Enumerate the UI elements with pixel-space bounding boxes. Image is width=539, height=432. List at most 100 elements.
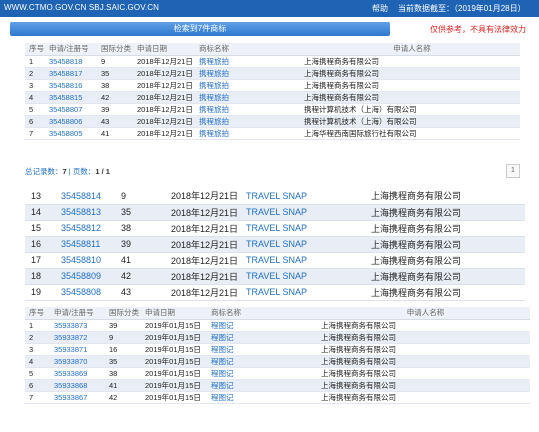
table-row[interactable]: 5 35458807 39 2018年12月21日 携程旅拍 携程计算机技术（上海）有限公…: [25, 103, 520, 116]
trademark-name[interactable]: TRAVEL SNAP: [240, 268, 365, 285]
table-row[interactable]: 14 35458813 35 2018年12月21日 TRAVEL SNAP 上海携程商务…: [25, 204, 525, 221]
table-row[interactable]: 1 35933873 39 2019年01月15日 程图记 上海携程商务有限公司: [25, 319, 530, 332]
page-button[interactable]: 1: [506, 164, 520, 178]
row-index: 4: [25, 355, 50, 368]
registration-number[interactable]: 35458812: [55, 220, 115, 237]
registration-number[interactable]: 35458818: [45, 55, 97, 68]
trademark-name[interactable]: TRAVEL SNAP: [240, 204, 365, 221]
registration-number[interactable]: 35458808: [55, 284, 115, 301]
registration-number[interactable]: 35458815: [45, 91, 97, 104]
table-row[interactable]: 15 35458812 38 2018年12月21日 TRAVEL SNAP 上海携程商务…: [25, 220, 525, 237]
table-row[interactable]: 18 35458809 42 2018年12月21日 TRAVEL SNAP 上海携程商务…: [25, 268, 525, 285]
trademark-name[interactable]: TRAVEL SNAP: [240, 220, 365, 237]
trademark-name[interactable]: 程图记: [207, 379, 317, 392]
trademark-name[interactable]: 程图记: [207, 355, 317, 368]
trademark-name[interactable]: 程图记: [207, 319, 317, 332]
registration-number[interactable]: 35933870: [50, 355, 105, 368]
registration-number[interactable]: 35458809: [55, 268, 115, 285]
table-row[interactable]: 3 35933871 16 2019年01月15日 程图记 上海携程商务有限公司: [25, 343, 530, 356]
trademark-name[interactable]: 程图记: [207, 331, 317, 344]
registration-number[interactable]: 35458817: [45, 67, 97, 80]
table-row[interactable]: 16 35458811 39 2018年12月21日 TRAVEL SNAP 上海携程商务…: [25, 236, 525, 253]
table-row[interactable]: 13 35458814 9 2018年12月21日 TRAVEL SNAP 上海携程商务有…: [25, 188, 525, 205]
applicant-name: 上海华程西南国际旅行社有限公司: [300, 127, 520, 140]
applicant-name: 上海携程商务有限公司: [317, 343, 530, 356]
row-index: 5: [25, 367, 50, 380]
table-row[interactable]: 17 35458810 41 2018年12月21日 TRAVEL SNAP 上海携程商务…: [25, 252, 525, 269]
date-cell: 2018年12月21日: [133, 115, 195, 128]
row-index: 5: [25, 103, 45, 116]
registration-number[interactable]: 35458811: [55, 236, 115, 253]
trademark-name[interactable]: TRAVEL SNAP: [240, 284, 365, 301]
date-cell: 2018年12月21日: [133, 103, 195, 116]
row-index: 16: [25, 236, 55, 253]
registration-number[interactable]: 35458816: [45, 79, 97, 92]
row-index: 6: [25, 115, 45, 128]
column-header-registration-number: 申请/注册号: [45, 43, 97, 56]
trademark-name[interactable]: TRAVEL SNAP: [240, 236, 365, 253]
registration-number[interactable]: 35933868: [50, 379, 105, 392]
class-cell: 42: [105, 391, 141, 404]
column-header-row-index: 序号: [25, 307, 50, 320]
date-cell: 2019年01月15日: [141, 391, 207, 404]
table-row[interactable]: 1 35458818 9 2018年12月21日 携程旅拍 上海携程商务有限公司: [25, 55, 520, 68]
pages-label: 页数：: [72, 167, 96, 176]
table-row[interactable]: 4 35458815 42 2018年12月21日 携程旅拍 上海携程商务有限公司: [25, 91, 520, 104]
date-cell: 2018年12月21日: [165, 268, 240, 285]
date-cell: 2018年12月21日: [165, 252, 240, 269]
trademark-name[interactable]: 携程旅拍: [195, 67, 300, 80]
column-header-applicant-name: 申请人名称: [317, 307, 530, 320]
date-cell: 2019年01月15日: [141, 355, 207, 368]
total-count: 7: [62, 167, 67, 176]
registration-number[interactable]: 35933872: [50, 331, 105, 344]
table-row[interactable]: 2 35933872 9 2019年01月15日 程图记 上海携程商务有限公司: [25, 331, 530, 344]
trademark-name[interactable]: TRAVEL SNAP: [240, 252, 365, 269]
table-row[interactable]: 6 35458806 43 2018年12月21日 携程旅拍 携程计算机技术（上海）有限公…: [25, 115, 520, 128]
column-header-row-index: 序号: [25, 43, 45, 56]
registration-number[interactable]: 35933867: [50, 391, 105, 404]
registration-number[interactable]: 35458806: [45, 115, 97, 128]
registration-number[interactable]: 35933873: [50, 319, 105, 332]
trademark-name[interactable]: 携程旅拍: [195, 103, 300, 116]
row-index: 13: [25, 188, 55, 205]
table-row[interactable]: 5 35933869 38 2019年01月15日 程图记 上海携程商务有限公司: [25, 367, 530, 380]
trademark-name[interactable]: 程图记: [207, 391, 317, 404]
class-cell: 9: [97, 55, 133, 68]
trademark-name[interactable]: 携程旅拍: [195, 79, 300, 92]
disclaimer-text: 仅供参考，不具有法律效力: [430, 25, 526, 34]
date-cell: 2018年12月21日: [133, 91, 195, 104]
row-index: 15: [25, 220, 55, 237]
trademark-name[interactable]: 携程旅拍: [195, 115, 300, 128]
trademark-name[interactable]: 携程旅拍: [195, 55, 300, 68]
applicant-name: 上海携程商务有限公司: [365, 252, 525, 269]
help-link[interactable]: 帮助: [372, 4, 388, 13]
table-row[interactable]: 6 35933868 41 2019年01月15日 程图记 上海携程商务有限公司: [25, 379, 530, 392]
registration-number[interactable]: 35933871: [50, 343, 105, 356]
search-results-button[interactable]: 检索到7件商标: [10, 22, 390, 36]
registration-number[interactable]: 35458807: [45, 103, 97, 116]
date-cell: 2018年12月21日: [133, 127, 195, 140]
registration-number[interactable]: 35458813: [55, 204, 115, 221]
table-row[interactable]: 7 35933867 42 2019年01月15日 程图记 上海携程商务有限公司: [25, 391, 530, 404]
trademark-name[interactable]: 程图记: [207, 367, 317, 380]
table-row[interactable]: 3 35458816 38 2018年12月21日 携程旅拍 上海携程商务有限公司: [25, 79, 520, 92]
column-header-trademark-name: 商标名称: [195, 43, 300, 56]
site-url[interactable]: WWW.CTMO.GOV.CN SBJ.SAIC.GOV.CN: [4, 3, 159, 12]
trademark-name[interactable]: TRAVEL SNAP: [240, 188, 365, 205]
trademark-name[interactable]: 程图记: [207, 343, 317, 356]
table-row[interactable]: 19 35458808 43 2018年12月21日 TRAVEL SNAP 上海携程商务…: [25, 284, 525, 301]
column-header-trademark-name: 商标名称: [207, 307, 317, 320]
applicant-name: 上海携程商务有限公司: [365, 284, 525, 301]
applicant-name: 携程计算机技术（上海）有限公司: [300, 115, 520, 128]
date-cell: 2019年01月15日: [141, 319, 207, 332]
registration-number[interactable]: 35458814: [55, 188, 115, 205]
table-row[interactable]: 2 35458817 35 2018年12月21日 携程旅拍 上海携程商务有限公司: [25, 67, 520, 80]
registration-number[interactable]: 35933869: [50, 367, 105, 380]
trademark-name[interactable]: 携程旅拍: [195, 91, 300, 104]
table-row[interactable]: 7 35458805 41 2018年12月21日 携程旅拍 上海华程西南国际旅行社有限公…: [25, 127, 520, 140]
registration-number[interactable]: 35458810: [55, 252, 115, 269]
registration-number[interactable]: 35458805: [45, 127, 97, 140]
table-row[interactable]: 4 35933870 35 2019年01月15日 程图记 上海携程商务有限公司: [25, 355, 530, 368]
trademark-name[interactable]: 携程旅拍: [195, 127, 300, 140]
class-cell: 38: [105, 367, 141, 380]
